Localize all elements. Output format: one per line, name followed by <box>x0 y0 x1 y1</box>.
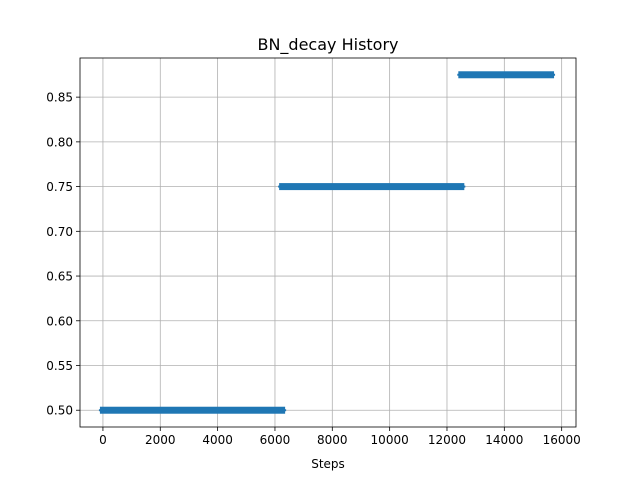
x-axis-label: Steps <box>311 457 345 471</box>
y-tick-label: 0.50 <box>46 404 73 418</box>
x-tick-label: 14000 <box>485 433 523 447</box>
data-segment <box>98 406 287 414</box>
x-tick-label: 8000 <box>317 433 348 447</box>
data-segment <box>457 71 556 79</box>
x-tick-label: 6000 <box>260 433 291 447</box>
plot-frame <box>79 57 577 428</box>
y-tick-label: 0.60 <box>46 314 73 328</box>
y-tick-label: 0.75 <box>46 180 73 194</box>
y-tick-label: 0.70 <box>46 225 73 239</box>
ticks: 0 2000 4000 6000 8000 10000 12000 14000 16000 0.5… <box>46 91 580 447</box>
series <box>98 71 556 414</box>
segment-band <box>99 406 286 414</box>
x-tick-label: 2000 <box>145 433 176 447</box>
x-tick-label: 0 <box>99 433 107 447</box>
x-tick-label: 16000 <box>543 433 581 447</box>
y-tick-label: 0.55 <box>46 359 73 373</box>
y-tick-label: 0.65 <box>46 270 73 284</box>
x-tick-label: 12000 <box>428 433 466 447</box>
grid <box>80 58 576 427</box>
x-tick-label: 4000 <box>202 433 233 447</box>
segment-band <box>458 71 555 79</box>
y-tick-label: 0.85 <box>46 91 73 105</box>
data-segment <box>278 183 466 191</box>
x-tick-label: 10000 <box>371 433 409 447</box>
chart-title: BN_decay History <box>257 35 398 55</box>
segment-band <box>279 183 465 191</box>
y-tick-label: 0.80 <box>46 135 73 149</box>
